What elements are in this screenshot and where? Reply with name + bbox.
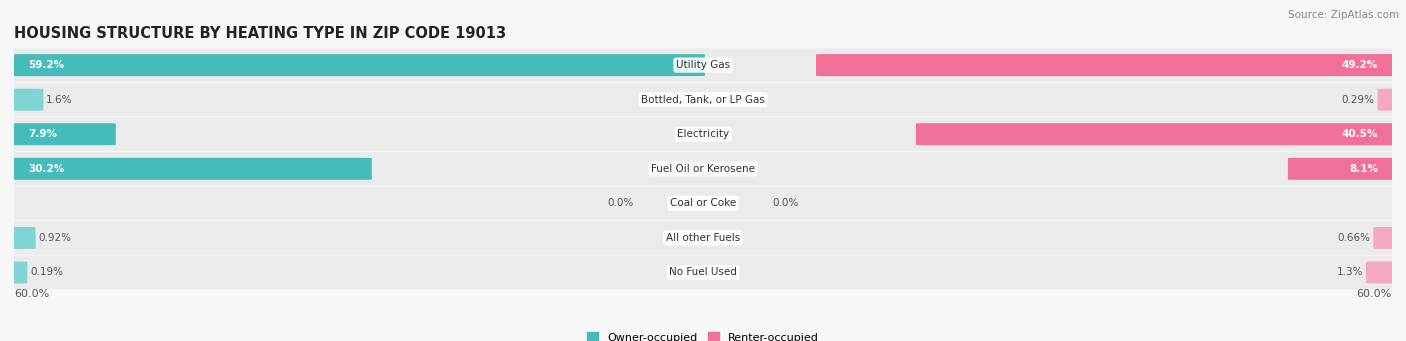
FancyBboxPatch shape xyxy=(3,54,704,76)
FancyBboxPatch shape xyxy=(3,89,44,111)
Text: Electricity: Electricity xyxy=(676,129,730,139)
FancyBboxPatch shape xyxy=(915,123,1403,145)
Text: 60.0%: 60.0% xyxy=(14,289,49,299)
FancyBboxPatch shape xyxy=(1288,158,1403,180)
Text: All other Fuels: All other Fuels xyxy=(666,233,740,243)
FancyBboxPatch shape xyxy=(0,117,1406,151)
FancyBboxPatch shape xyxy=(3,262,27,283)
FancyBboxPatch shape xyxy=(3,227,35,249)
Text: 1.6%: 1.6% xyxy=(46,95,73,105)
FancyBboxPatch shape xyxy=(0,48,1406,82)
Text: 40.5%: 40.5% xyxy=(1341,129,1378,139)
Text: Fuel Oil or Kerosene: Fuel Oil or Kerosene xyxy=(651,164,755,174)
Text: 49.2%: 49.2% xyxy=(1341,60,1378,70)
Text: 0.92%: 0.92% xyxy=(38,233,72,243)
Text: 0.29%: 0.29% xyxy=(1341,95,1375,105)
Text: 59.2%: 59.2% xyxy=(28,60,63,70)
Text: 0.0%: 0.0% xyxy=(772,198,799,208)
FancyBboxPatch shape xyxy=(1374,227,1403,249)
FancyBboxPatch shape xyxy=(815,54,1403,76)
FancyBboxPatch shape xyxy=(0,221,1406,255)
FancyBboxPatch shape xyxy=(0,187,1406,220)
Text: 7.9%: 7.9% xyxy=(28,129,56,139)
Text: 0.0%: 0.0% xyxy=(607,198,634,208)
FancyBboxPatch shape xyxy=(0,256,1406,289)
Text: Bottled, Tank, or LP Gas: Bottled, Tank, or LP Gas xyxy=(641,95,765,105)
Text: No Fuel Used: No Fuel Used xyxy=(669,267,737,278)
Text: Coal or Coke: Coal or Coke xyxy=(669,198,737,208)
Text: Source: ZipAtlas.com: Source: ZipAtlas.com xyxy=(1288,10,1399,20)
Text: 30.2%: 30.2% xyxy=(28,164,65,174)
FancyBboxPatch shape xyxy=(1367,262,1403,283)
FancyBboxPatch shape xyxy=(3,123,115,145)
FancyBboxPatch shape xyxy=(0,152,1406,186)
Text: 0.66%: 0.66% xyxy=(1337,233,1371,243)
Text: 8.1%: 8.1% xyxy=(1350,164,1378,174)
FancyBboxPatch shape xyxy=(3,158,371,180)
FancyBboxPatch shape xyxy=(0,83,1406,116)
Legend: Owner-occupied, Renter-occupied: Owner-occupied, Renter-occupied xyxy=(582,328,824,341)
Text: HOUSING STRUCTURE BY HEATING TYPE IN ZIP CODE 19013: HOUSING STRUCTURE BY HEATING TYPE IN ZIP… xyxy=(14,26,506,41)
Text: 1.3%: 1.3% xyxy=(1337,267,1364,278)
Text: 0.19%: 0.19% xyxy=(30,267,63,278)
FancyBboxPatch shape xyxy=(1378,89,1403,111)
Text: 60.0%: 60.0% xyxy=(1357,289,1392,299)
Text: Utility Gas: Utility Gas xyxy=(676,60,730,70)
